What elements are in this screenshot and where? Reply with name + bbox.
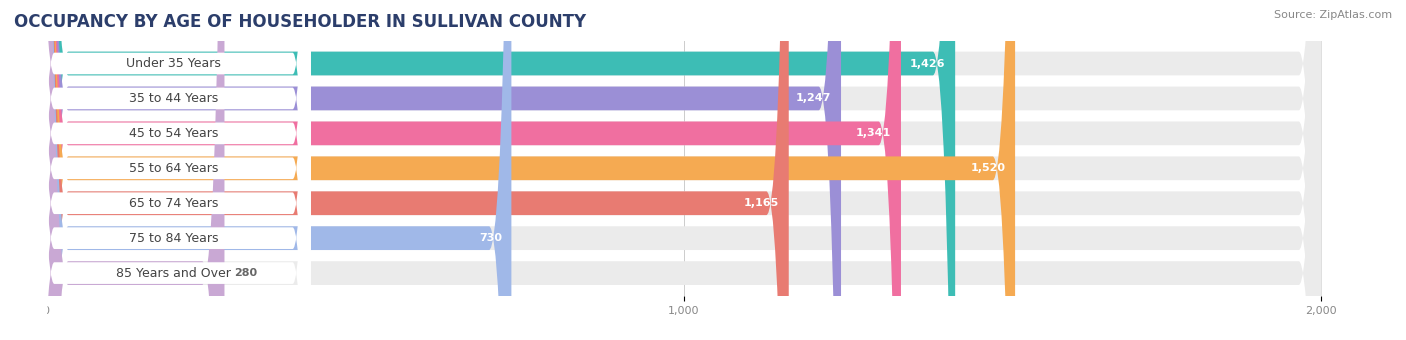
Text: 1,165: 1,165 [744,198,779,208]
Text: Under 35 Years: Under 35 Years [127,57,221,70]
Text: 55 to 64 Years: 55 to 64 Years [129,162,218,175]
FancyBboxPatch shape [46,0,789,340]
Text: 85 Years and Over: 85 Years and Over [117,267,231,279]
FancyBboxPatch shape [46,0,901,340]
Text: 45 to 54 Years: 45 to 54 Years [129,127,218,140]
FancyBboxPatch shape [46,0,841,340]
Text: 1,426: 1,426 [910,58,946,68]
FancyBboxPatch shape [46,0,1322,340]
Text: 65 to 74 Years: 65 to 74 Years [129,197,218,210]
FancyBboxPatch shape [46,0,1322,340]
FancyBboxPatch shape [46,0,225,340]
FancyBboxPatch shape [46,0,1322,340]
Text: 35 to 44 Years: 35 to 44 Years [129,92,218,105]
FancyBboxPatch shape [37,0,311,340]
Text: 75 to 84 Years: 75 to 84 Years [129,232,218,245]
Text: 1,247: 1,247 [796,94,831,103]
FancyBboxPatch shape [37,0,311,340]
Text: 280: 280 [233,268,257,278]
FancyBboxPatch shape [37,0,311,340]
FancyBboxPatch shape [46,0,1322,340]
FancyBboxPatch shape [46,0,1322,340]
FancyBboxPatch shape [46,0,1322,340]
FancyBboxPatch shape [37,0,311,340]
Text: 1,341: 1,341 [856,129,891,138]
Text: OCCUPANCY BY AGE OF HOUSEHOLDER IN SULLIVAN COUNTY: OCCUPANCY BY AGE OF HOUSEHOLDER IN SULLI… [14,13,586,31]
FancyBboxPatch shape [46,0,955,340]
FancyBboxPatch shape [46,0,1015,340]
FancyBboxPatch shape [37,0,311,340]
FancyBboxPatch shape [37,0,311,340]
FancyBboxPatch shape [37,0,311,340]
FancyBboxPatch shape [46,0,512,340]
Text: Source: ZipAtlas.com: Source: ZipAtlas.com [1274,10,1392,20]
Text: 1,520: 1,520 [970,163,1005,173]
Text: 730: 730 [479,233,502,243]
FancyBboxPatch shape [46,0,1322,340]
